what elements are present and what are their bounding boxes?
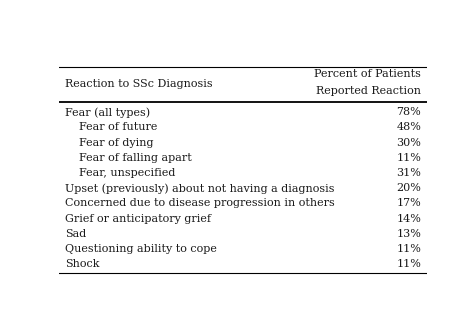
Text: Percent of Patients: Percent of Patients xyxy=(314,70,421,79)
Text: 31%: 31% xyxy=(396,168,421,178)
Text: Upset (previously) about not having a diagnosis: Upset (previously) about not having a di… xyxy=(65,183,334,194)
Text: 20%: 20% xyxy=(396,183,421,193)
Text: Questioning ability to cope: Questioning ability to cope xyxy=(65,244,217,254)
Text: 11%: 11% xyxy=(396,153,421,163)
Text: Reaction to SSc Diagnosis: Reaction to SSc Diagnosis xyxy=(65,79,212,89)
Text: 11%: 11% xyxy=(396,259,421,269)
Text: Fear of future: Fear of future xyxy=(80,122,158,132)
Text: Fear of falling apart: Fear of falling apart xyxy=(80,153,192,163)
Text: Reported Reaction: Reported Reaction xyxy=(316,86,421,96)
Text: Sad: Sad xyxy=(65,229,86,239)
Text: 13%: 13% xyxy=(396,229,421,239)
Text: 30%: 30% xyxy=(396,137,421,147)
Text: Concerned due to disease progression in others: Concerned due to disease progression in … xyxy=(65,198,335,208)
Text: 17%: 17% xyxy=(396,198,421,208)
Text: Fear of dying: Fear of dying xyxy=(80,137,154,147)
Text: 78%: 78% xyxy=(396,107,421,117)
Text: Shock: Shock xyxy=(65,259,99,269)
Text: 14%: 14% xyxy=(396,214,421,224)
Text: Grief or anticipatory grief: Grief or anticipatory grief xyxy=(65,214,211,224)
Text: Fear, unspecified: Fear, unspecified xyxy=(80,168,176,178)
Text: 48%: 48% xyxy=(396,122,421,132)
Text: 11%: 11% xyxy=(396,244,421,254)
Text: Fear (all types): Fear (all types) xyxy=(65,107,150,118)
